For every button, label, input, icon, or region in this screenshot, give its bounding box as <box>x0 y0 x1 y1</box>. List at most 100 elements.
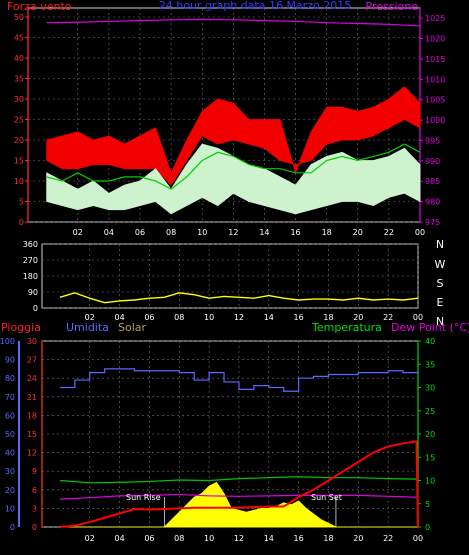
temperature-tick-label: 35 <box>425 360 435 369</box>
pressure-axis-tick-label: 1015 <box>425 55 445 64</box>
rain-tick-label: 15 <box>27 430 37 439</box>
rain-tick-label: 27 <box>27 356 37 365</box>
wind-direction-x-tick: 08 <box>174 313 184 322</box>
pressure-line <box>46 18 421 27</box>
temperature-axis-title: Temperatura <box>311 321 382 334</box>
pressure-axis-tick-label: 975 <box>425 218 440 227</box>
pressure-axis-tick-label: 1000 <box>425 116 445 125</box>
dewpoint-line <box>59 493 419 500</box>
humidity-tick-label: 30 <box>5 467 15 476</box>
wind-direction-x-tick: 00 <box>413 313 423 322</box>
wind-direction-x-tick: 04 <box>114 313 124 322</box>
humidity-line <box>59 368 419 392</box>
wind-direction-x-tick: 06 <box>144 313 154 322</box>
climate-x-tick: 10 <box>204 534 214 543</box>
wind-pressure-x-tick: 18 <box>322 228 332 237</box>
wind-direction-tick-label: 270 <box>23 256 38 265</box>
wind-pressure-tick-labels: 02 04 06 08 10 12 14 16 18 20 22 000510152025303540… <box>14 13 446 237</box>
rain-tick-label: 24 <box>27 374 37 383</box>
pressure-axis-tick-label: 985 <box>425 177 440 186</box>
humidity-tick-label: 10 <box>5 504 15 513</box>
humidity-axis-title: Umidita <box>66 321 109 334</box>
pressure-axis-title: Pressione <box>366 0 419 13</box>
rain-tick-label: 0 <box>32 523 37 532</box>
climate-x-tick: 20 <box>353 534 363 543</box>
wind-axis-tick-label: 35 <box>14 75 24 84</box>
climate-x-tick: 22 <box>383 534 393 543</box>
wind-pressure-x-tick: 14 <box>259 228 269 237</box>
wind-pressure-x-tick: 10 <box>197 228 207 237</box>
pressure-axis-tick-label: 990 <box>425 157 440 166</box>
rain-line <box>59 440 419 528</box>
wind-pressure-x-tick: 08 <box>166 228 176 237</box>
temperature-tick-label: 0 <box>425 523 430 532</box>
wind-pressure-x-tick: 20 <box>353 228 363 237</box>
humidity-tick-label: 70 <box>5 393 15 402</box>
compass-label: N <box>436 238 444 251</box>
compass-label: E <box>437 296 444 309</box>
climate-x-tick: 02 <box>85 534 95 543</box>
wind-direction-x-tick: 18 <box>323 313 333 322</box>
wind-pressure-x-tick: 06 <box>135 228 145 237</box>
rain-tick-label: 18 <box>27 411 37 420</box>
rain-tick-label: 3 <box>32 504 37 513</box>
humidity-tick-label: 20 <box>5 486 15 495</box>
humidity-tick-label: 80 <box>5 374 15 383</box>
humidity-tick-label: 100 <box>0 337 15 346</box>
temperature-tick-label: 40 <box>425 337 435 346</box>
wind-direction-x-tick: 20 <box>353 313 363 322</box>
wind-pressure-x-tick: 00 <box>415 228 425 237</box>
wind-direction-tick-label: 90 <box>28 288 38 297</box>
wind-pressure-x-tick: 02 <box>73 228 83 237</box>
rain-tick-label: 30 <box>27 337 37 346</box>
climate-x-tick: 00 <box>413 534 423 543</box>
wind-axis-tick-label: 20 <box>14 136 24 145</box>
compass-label: N <box>436 315 444 328</box>
wind-axis-tick-label: 45 <box>14 34 24 43</box>
wind-direction-x-tick: 16 <box>294 313 304 322</box>
wind-axis-tick-label: 50 <box>14 13 24 22</box>
wind-speed-band <box>46 143 421 215</box>
rain-tick-label: 21 <box>27 393 37 402</box>
wind-axis-tick-label: 40 <box>14 54 24 63</box>
rain-tick-label: 9 <box>32 467 37 476</box>
wind-axis-title: Forza vento <box>7 0 72 13</box>
wind-gust-band <box>46 86 421 186</box>
rain-axis-title: Pioggia <box>1 321 41 334</box>
climate-tick-labels: 02 04 06 08 10 12 14 16 18 20 22 000102030405060708… <box>0 337 435 543</box>
climate-x-tick: 08 <box>174 534 184 543</box>
wind-direction-grid <box>42 243 419 309</box>
wind-direction-line <box>59 292 419 304</box>
humidity-tick-label: 0 <box>10 523 15 532</box>
wind-axis-tick-label: 5 <box>19 198 24 207</box>
wind-pressure-x-tick: 22 <box>384 228 394 237</box>
wind-direction-x-tick: 22 <box>383 313 393 322</box>
wind-axis-tick-label: 15 <box>14 157 24 166</box>
dewpoint-axis-title: Dew Point (°C) <box>391 321 469 334</box>
solar-area <box>59 481 418 528</box>
climate-x-tick: 18 <box>323 534 333 543</box>
wind-direction-x-tick: 14 <box>264 313 274 322</box>
humidity-tick-label: 40 <box>5 449 15 458</box>
rain-tick-label: 12 <box>27 449 37 458</box>
wind-pressure-x-tick: 16 <box>290 228 300 237</box>
humidity-tick-label: 50 <box>5 430 15 439</box>
wind-axis-tick-label: 0 <box>19 218 24 227</box>
wind-pressure-x-tick: 12 <box>228 228 238 237</box>
pressure-axis-tick-label: 1025 <box>425 14 445 23</box>
temperature-line <box>59 476 419 484</box>
pressure-axis-tick-label: 1005 <box>425 96 445 105</box>
wind-pressure-x-tick: 04 <box>104 228 114 237</box>
pressure-axis-tick-label: 1020 <box>425 35 445 44</box>
temperature-tick-label: 30 <box>425 384 435 393</box>
wind-direction-x-tick: 12 <box>234 313 244 322</box>
sunrise-annotation: Sun Rise <box>126 493 161 502</box>
pressure-axis-tick-label: 980 <box>425 198 440 207</box>
wind-direction-series <box>59 292 419 304</box>
sunset-annotation: Sun Set <box>311 493 342 502</box>
climate-series <box>59 368 419 528</box>
humidity-tick-label: 90 <box>5 356 15 365</box>
